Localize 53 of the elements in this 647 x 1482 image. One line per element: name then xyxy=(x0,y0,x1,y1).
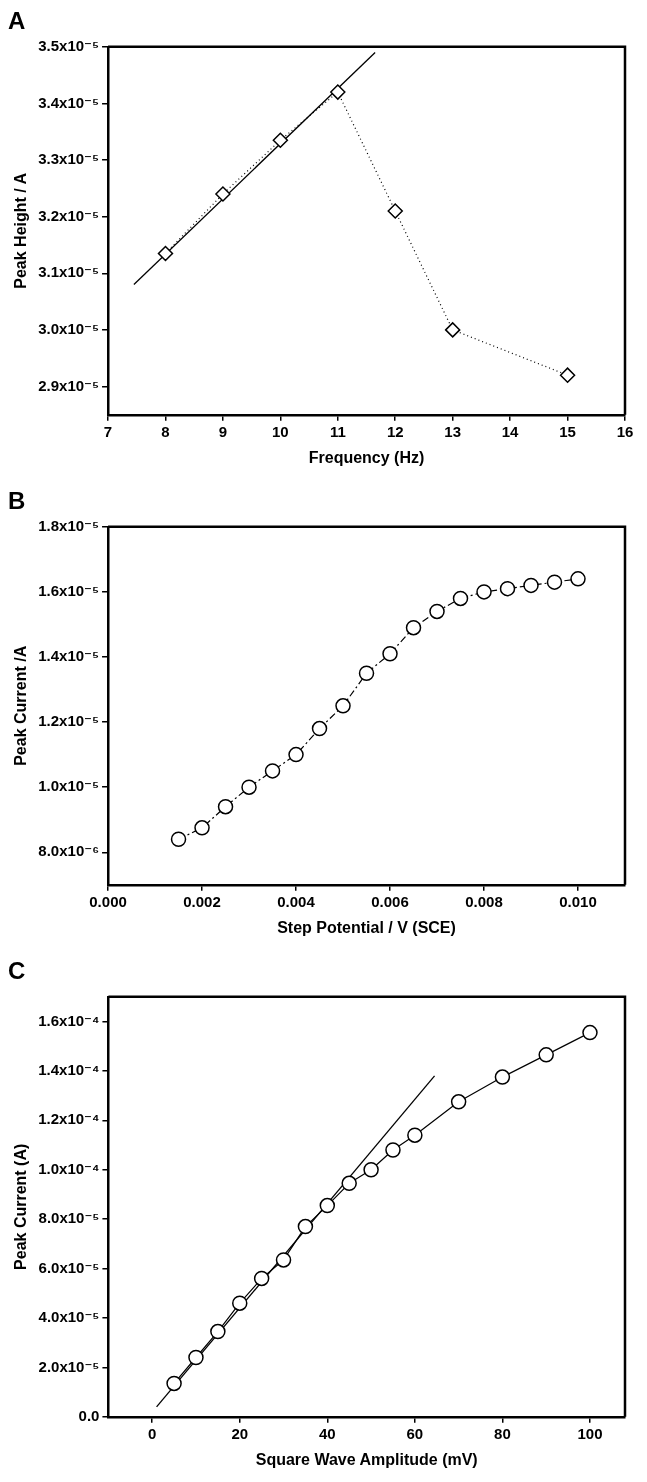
x-tick-label: 0.004 xyxy=(277,892,316,910)
x-tick-label: 12 xyxy=(386,422,404,440)
x-tick-label: 80 xyxy=(494,1424,511,1442)
y-axis-title: Peak Current /A xyxy=(12,645,30,766)
x-axis-title: Square Wave Amplitude (mV) xyxy=(255,1450,478,1468)
y-tick-label: 3.5x10⁻⁵ xyxy=(38,36,100,54)
x-tick-label: 0.000 xyxy=(89,892,127,910)
y-tick-label: 3.3x10⁻⁵ xyxy=(38,150,100,168)
x-tick-label: 0.010 xyxy=(559,892,597,910)
y-tick-label: 4.0x10⁻⁵ xyxy=(38,1308,100,1326)
y-tick-label: 3.0x10⁻⁵ xyxy=(38,320,100,338)
x-tick-label: 20 xyxy=(231,1424,249,1442)
x-tick-label: 15 xyxy=(559,422,576,440)
x-tick-label: 16 xyxy=(616,422,634,440)
y-tick-label: 1.2x10⁻⁵ xyxy=(38,712,100,730)
y-tick-label: 2.0x10⁻⁵ xyxy=(38,1357,100,1375)
x-tick-label: 14 xyxy=(501,422,520,440)
chart-title: A xyxy=(8,7,26,35)
y-tick-label: 1.0x10⁻⁴ xyxy=(38,1159,100,1177)
x-axis-title: Step Potential / V (SCE) xyxy=(277,918,456,936)
x-tick-label: 7 xyxy=(103,422,113,440)
y-tick-label: 1.4x10⁻⁴ xyxy=(38,1061,100,1079)
y-tick-label: 6.0x10⁻⁵ xyxy=(38,1258,100,1276)
x-tick-label: 13 xyxy=(444,422,462,440)
y-tick-label: 2.9x10⁻⁵ xyxy=(38,376,100,394)
chart-title: C xyxy=(8,957,26,985)
y-tick-label: 3.4x10⁻⁵ xyxy=(38,93,100,111)
y-tick-label: 1.6x10⁻⁴ xyxy=(38,1011,100,1029)
x-tick-label: 100 xyxy=(577,1424,603,1442)
y-tick-label: 0.0 xyxy=(78,1406,100,1424)
y-tick-label: 1.0x10⁻⁵ xyxy=(38,777,100,795)
x-tick-label: 9 xyxy=(218,422,228,440)
x-tick-label: 0.006 xyxy=(371,892,409,910)
x-tick-label: 0.002 xyxy=(183,892,221,910)
y-tick-label: 3.2x10⁻⁵ xyxy=(38,206,100,224)
y-tick-label: 8.0x10⁻⁶ xyxy=(38,842,100,860)
y-axis-title: Peak Height / A xyxy=(12,172,30,289)
y-tick-label: 1.6x10⁻⁵ xyxy=(38,582,100,600)
y-tick-label: 3.1x10⁻⁵ xyxy=(38,263,100,281)
x-tick-label: 10 xyxy=(272,422,289,440)
y-axis-title: Peak Current (A) xyxy=(12,1143,30,1270)
x-tick-label: 11 xyxy=(329,422,346,440)
x-tick-label: 0.008 xyxy=(465,892,503,910)
x-axis-title: Frequency (Hz) xyxy=(308,448,425,466)
x-tick-label: 40 xyxy=(318,1424,336,1442)
y-tick-label: 1.2x10⁻⁴ xyxy=(38,1110,100,1128)
x-tick-label: 8 xyxy=(161,422,170,440)
y-tick-label: 1.4x10⁻⁵ xyxy=(38,647,100,665)
chart-title: B xyxy=(8,487,26,515)
x-tick-label: 0 xyxy=(148,1424,157,1442)
y-tick-label: 1.8x10⁻⁵ xyxy=(38,516,100,534)
x-tick-label: 60 xyxy=(406,1424,424,1442)
y-tick-label: 8.0x10⁻⁵ xyxy=(38,1209,100,1227)
